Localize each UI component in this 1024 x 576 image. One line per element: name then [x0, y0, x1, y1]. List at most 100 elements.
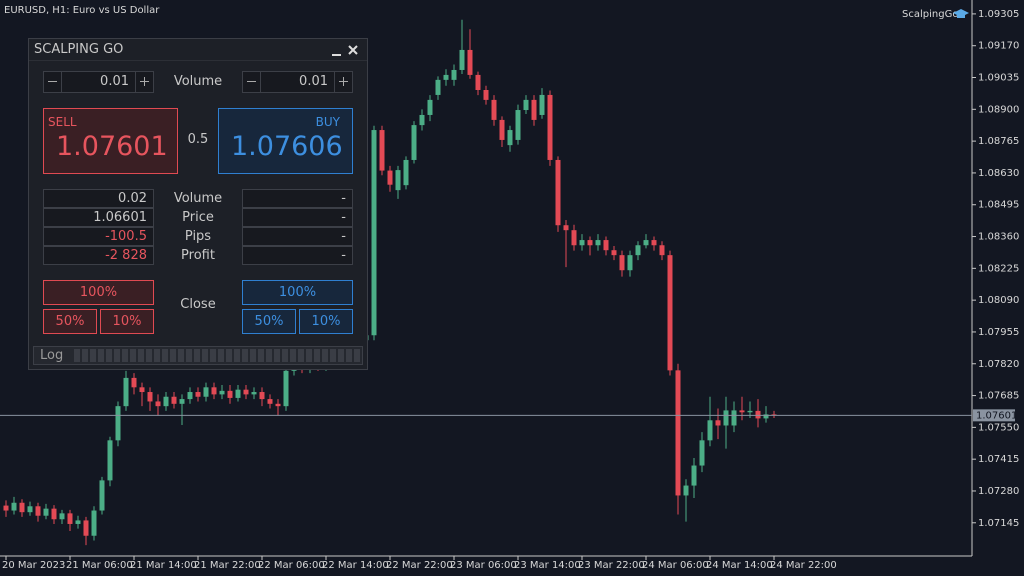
buy-button[interactable]: BUY 1.07606	[218, 108, 353, 174]
candle-body	[747, 410, 753, 413]
candle-body	[155, 401, 161, 407]
x-tick-label: 22 Mar 06:00	[258, 560, 325, 571]
buy-close-50[interactable]: 50%	[242, 309, 296, 334]
sell-label: SELL	[48, 115, 77, 129]
sell-close-100[interactable]: 100%	[43, 280, 154, 305]
y-tick-label: 1.09035	[978, 73, 1019, 84]
candle-body	[187, 392, 193, 400]
buy-volume-input[interactable]: 0.01	[242, 71, 353, 93]
candle-body	[203, 387, 209, 397]
y-tick-label: 1.08225	[978, 263, 1019, 274]
candle-body	[139, 387, 145, 393]
volume-label: Volume	[173, 74, 223, 89]
row-label: Volume	[173, 191, 223, 206]
candle-body	[27, 506, 33, 513]
buy-volume: 0.01	[299, 74, 328, 89]
x-tick-label: 24 Mar 22:00	[770, 560, 837, 571]
candle-body	[459, 49, 465, 70]
chart-title: EURUSD, H1: Euro vs US Dollar	[4, 5, 160, 16]
close-label: Close	[180, 297, 216, 312]
candle-body	[491, 99, 497, 120]
candle-body	[739, 410, 745, 413]
x-tick-label: 21 Mar 14:00	[130, 560, 197, 571]
candle-body	[531, 99, 537, 120]
sell-close-10[interactable]: 10%	[100, 309, 154, 334]
y-tick-label: 1.08090	[978, 295, 1019, 306]
candle-body	[555, 159, 561, 226]
y-tick-label: 1.08630	[978, 168, 1019, 179]
minus-button[interactable]	[44, 72, 62, 92]
buy-price: 1.07606	[231, 131, 343, 162]
row-label: Pips	[184, 229, 212, 244]
x-tick-label: 23 Mar 22:00	[578, 560, 645, 571]
candle-body	[275, 403, 281, 407]
panel-titlebar: SCALPING GO	[29, 39, 367, 61]
candle-body	[587, 240, 593, 246]
sell-result: 0.02	[43, 189, 154, 208]
candle-body	[499, 119, 505, 140]
buy-close-100[interactable]: 100%	[242, 280, 353, 305]
candle-body	[515, 110, 521, 140]
last-price-tag	[973, 409, 1015, 422]
candle-body	[179, 399, 185, 404]
candle-body	[563, 225, 569, 231]
candle-body	[99, 480, 105, 511]
candle-body	[283, 370, 289, 407]
sell-volume-input[interactable]: 0.01	[43, 71, 154, 93]
candle-body	[243, 389, 249, 395]
y-tick-label: 1.07820	[978, 359, 1019, 370]
candle-body	[539, 94, 545, 115]
buy-label: BUY	[315, 115, 340, 129]
buy-result: -	[242, 208, 353, 227]
y-tick-label: 1.07550	[978, 422, 1019, 433]
x-tick-label: 24 Mar 14:00	[706, 560, 773, 571]
sell-close-50[interactable]: 50%	[43, 309, 97, 334]
x-tick-label: 20 Mar 2023	[2, 560, 65, 571]
y-tick-label: 1.07280	[978, 486, 1019, 497]
plus-button[interactable]	[135, 72, 153, 92]
minus-button[interactable]	[243, 72, 261, 92]
candle-body	[11, 502, 17, 511]
last-price-label: 1.07601	[976, 410, 1017, 421]
buy-close-10[interactable]: 10%	[299, 309, 353, 334]
y-tick-label: 1.07415	[978, 454, 1019, 465]
candle-body	[211, 387, 217, 395]
y-tick-label: 1.07955	[978, 327, 1019, 338]
candle-body	[259, 392, 265, 400]
candle-body	[691, 465, 697, 486]
spread: 0.5	[187, 132, 209, 147]
candle-body	[451, 69, 457, 80]
panel-title: SCALPING GO	[34, 42, 124, 57]
candle-body	[19, 502, 25, 513]
y-tick-label: 1.07685	[978, 391, 1019, 402]
candle-body	[627, 255, 633, 271]
y-tick-label: 1.08495	[978, 200, 1019, 211]
candle-body	[107, 440, 113, 481]
x-tick-label: 23 Mar 14:00	[514, 560, 581, 571]
sell-button[interactable]: SELL 1.07601	[43, 108, 178, 174]
toolbar-label[interactable]: ScalpingGo	[902, 9, 958, 20]
candle-body	[659, 245, 665, 256]
plus-button[interactable]	[334, 72, 352, 92]
candle-body	[163, 396, 169, 407]
candle-body	[523, 99, 529, 111]
y-tick-label: 1.09170	[978, 41, 1019, 52]
candle-body	[635, 245, 641, 256]
candle-body	[547, 94, 553, 160]
candle-body	[195, 392, 201, 397]
sell-price: 1.07601	[56, 131, 168, 162]
log-bar[interactable]: Log	[33, 346, 363, 365]
candle-body	[51, 508, 57, 520]
candle-body	[131, 377, 137, 388]
candle-body	[67, 513, 73, 524]
candle-body	[763, 414, 769, 419]
window-controls[interactable]	[329, 44, 359, 58]
candle-body	[651, 240, 657, 246]
candle-body	[483, 89, 489, 100]
candle-body	[147, 392, 153, 402]
candle-body	[235, 389, 241, 398]
candle-body	[723, 410, 729, 426]
x-tick-label: 22 Mar 22:00	[386, 560, 453, 571]
candle-body	[467, 49, 473, 75]
